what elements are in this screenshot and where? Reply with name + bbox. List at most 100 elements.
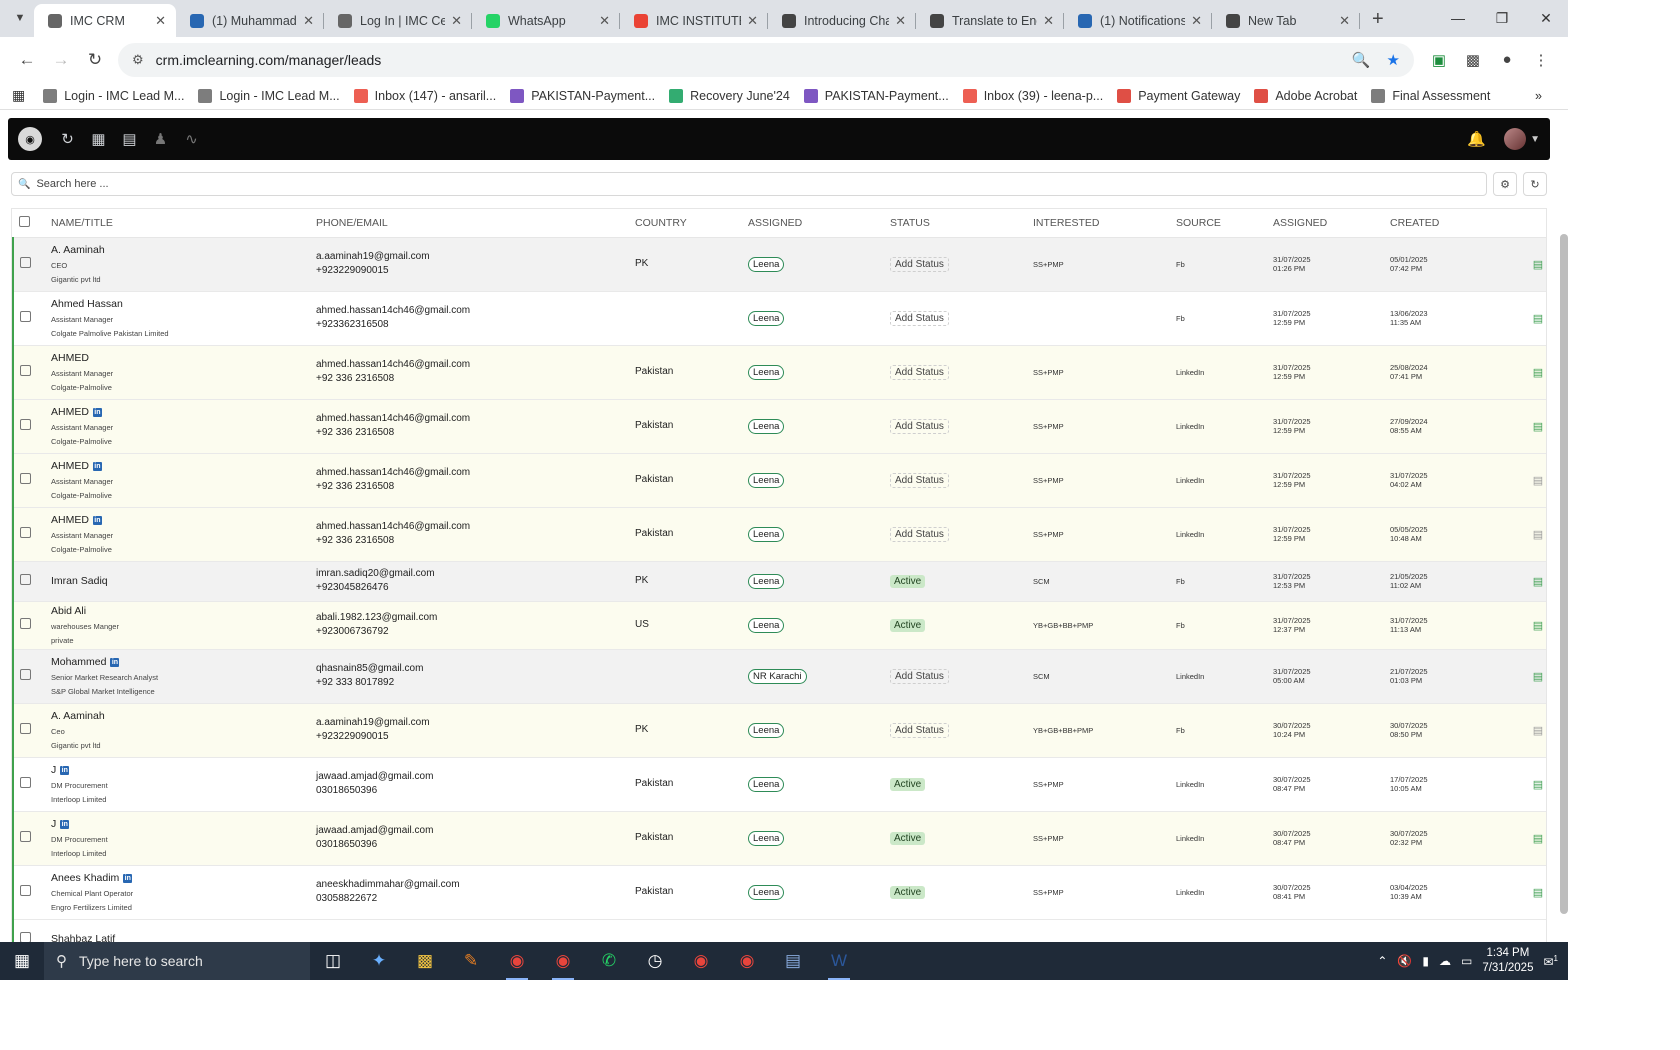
row-checkbox-cell[interactable] [12, 399, 51, 454]
header-status[interactable]: STATUS [890, 209, 1033, 238]
lead-phone[interactable]: +92 336 2316508 [316, 535, 395, 546]
chevron-down-icon[interactable]: ▼ [1530, 133, 1540, 145]
row-checkbox-cell[interactable] [12, 507, 51, 562]
lead-email[interactable]: jawaad.amjad@gmail.com [316, 771, 434, 782]
document-icon[interactable]: ▤ [1532, 312, 1544, 325]
assignee-badge[interactable]: Leena [748, 573, 785, 589]
copilot-icon[interactable]: ✦ [371, 951, 387, 970]
bookmark-4[interactable]: Recovery June'24 [669, 88, 790, 103]
close-tab-icon[interactable]: ✕ [599, 12, 610, 28]
table-row[interactable]: Mohammed in Senior Market Research Analys… [12, 649, 1546, 704]
row-checkbox[interactable] [20, 932, 31, 942]
reload-icon[interactable]: ↻ [87, 49, 103, 69]
row-checkbox-cell[interactable] [12, 291, 51, 346]
lead-phone[interactable]: 03058822672 [316, 893, 378, 904]
close-window-icon[interactable]: ✕ [1540, 9, 1552, 26]
lead-phone[interactable]: +92 336 2316508 [316, 427, 395, 438]
chrome-icon[interactable]: ◉ [494, 942, 540, 980]
lead-name[interactable]: AHMED in [51, 514, 316, 526]
row-checkbox-cell[interactable] [12, 703, 51, 758]
network-icon[interactable]: ☁ [1438, 954, 1451, 968]
whatsapp-icon[interactable]: ✆ [601, 951, 617, 970]
clock-app-icon[interactable]: ◷ [647, 951, 663, 970]
lead-phone[interactable]: +923229090015 [316, 265, 389, 276]
lead-email[interactable]: ahmed.hassan14ch46@gmail.com [316, 305, 471, 316]
bookmark-8[interactable]: Adobe Acrobat [1254, 88, 1357, 103]
lead-email[interactable]: qhasnain85@gmail.com [316, 663, 424, 674]
add-status-button[interactable]: Add Status [890, 472, 949, 488]
lead-name[interactable]: Shahbaz Latif [51, 933, 316, 942]
header-source[interactable]: SOURCE [1176, 209, 1273, 238]
row-checkbox[interactable] [20, 831, 31, 842]
assignee-badge[interactable]: Leena [748, 617, 785, 633]
close-tab-icon[interactable]: ✕ [451, 12, 462, 28]
tab-4[interactable]: IMC INSTITUTE | ✕ [620, 4, 768, 37]
task-view-icon[interactable]: ◫ [324, 951, 342, 970]
table-row[interactable]: Anees Khadim in Chemical Plant Operator E… [12, 865, 1546, 920]
notification-bell-icon[interactable]: 🔔 [1467, 131, 1487, 148]
calendar-icon[interactable]: ▦ [91, 131, 106, 148]
header-assigned[interactable]: ASSIGNED [748, 209, 890, 238]
document-icon[interactable]: ▤ [1532, 474, 1544, 487]
lead-name[interactable]: Imran Sadiq [51, 575, 316, 587]
table-row[interactable]: Ahmed Hassan Assistant Manager Colgate P… [12, 291, 1546, 346]
lead-email[interactable]: a.aaminah19@gmail.com [316, 251, 430, 262]
lead-name[interactable]: AHMED in [51, 406, 316, 418]
select-all-checkbox[interactable] [13, 209, 51, 238]
bookmark-1[interactable]: Login - IMC Lead M... [198, 88, 340, 103]
chrome-icon-3[interactable]: ◉ [739, 951, 755, 970]
chrome-profile-icon[interactable]: ◉ [540, 942, 586, 980]
status-badge[interactable]: Active [890, 618, 926, 632]
address-bar[interactable]: ⚙ crm.imclearning.com/manager/leads 🔍 ★ [118, 42, 1414, 77]
assignee-badge[interactable]: Leena [748, 256, 785, 272]
table-row[interactable]: AHMED in Assistant Manager Colgate-Palmol… [12, 399, 1546, 454]
lead-email[interactable]: aneeskhadimmahar@gmail.com [316, 879, 460, 890]
lead-email[interactable]: a.aaminah19@gmail.com [316, 717, 430, 728]
lead-phone[interactable]: +923362316508 [316, 319, 389, 330]
close-tab-icon[interactable]: ✕ [1191, 12, 1202, 28]
lead-phone[interactable]: 03018650396 [316, 785, 378, 796]
document-icon[interactable]: ▤ [1532, 724, 1544, 737]
tab-6[interactable]: Translate to Eng ✕ [916, 4, 1064, 37]
imc-logo-icon[interactable]: ◉ [18, 127, 42, 151]
chrome-icon-2[interactable]: ◉ [693, 951, 709, 970]
row-checkbox-cell[interactable] [12, 237, 51, 292]
row-checkbox[interactable] [20, 257, 31, 268]
header-name[interactable]: NAME/TITLE [51, 209, 316, 238]
lead-phone[interactable]: +923006736792 [316, 626, 389, 637]
row-checkbox[interactable] [20, 574, 31, 585]
header-created[interactable]: CREATED [1390, 209, 1530, 238]
notifications-icon[interactable]: ✉1 [1543, 953, 1558, 969]
lead-email[interactable]: abali.1982.123@gmail.com [316, 612, 438, 623]
close-tab-icon[interactable]: ✕ [747, 12, 758, 28]
row-checkbox[interactable] [20, 311, 31, 322]
assignee-badge[interactable]: Leena [748, 418, 785, 434]
row-checkbox[interactable] [20, 419, 31, 430]
lead-name[interactable]: Abid Ali [51, 605, 316, 617]
tab-7[interactable]: (1) Notifications ✕ [1064, 4, 1212, 37]
row-checkbox-cell[interactable] [12, 919, 51, 942]
user-icon[interactable]: ♟ [153, 131, 168, 148]
table-row[interactable]: Abid Ali warehouses Manger private abali… [12, 601, 1546, 650]
status-badge[interactable]: Active [890, 574, 926, 588]
row-checkbox-cell[interactable] [12, 865, 51, 920]
bookmark-6[interactable]: Inbox (39) - leena-p... [962, 88, 1103, 103]
document-icon[interactable]: ▤ [1532, 619, 1544, 632]
back-icon[interactable]: ← [18, 49, 36, 69]
bookmark-3[interactable]: PAKISTAN-Payment... [510, 88, 655, 103]
refresh-icon[interactable]: ↻ [1523, 172, 1547, 196]
document-icon[interactable]: ▤ [1532, 575, 1544, 588]
bookmark-5[interactable]: PAKISTAN-Payment... [803, 88, 949, 103]
lead-email[interactable]: jawaad.amjad@gmail.com [316, 825, 434, 836]
document-icon[interactable]: ▤ [1532, 832, 1544, 845]
row-checkbox[interactable] [20, 885, 31, 896]
table-row[interactable]: AHMED in Assistant Manager Colgate-Palmol… [12, 453, 1546, 508]
row-checkbox-cell[interactable] [12, 649, 51, 704]
table-row[interactable]: Shahbaz Latif [12, 919, 1546, 942]
lead-name[interactable]: Mohammed in [51, 656, 316, 668]
page-scrollbar[interactable] [1560, 234, 1568, 914]
row-checkbox[interactable] [20, 365, 31, 376]
windows-start-icon[interactable]: ▦ [13, 951, 31, 970]
assignee-badge[interactable]: Leena [748, 884, 785, 900]
